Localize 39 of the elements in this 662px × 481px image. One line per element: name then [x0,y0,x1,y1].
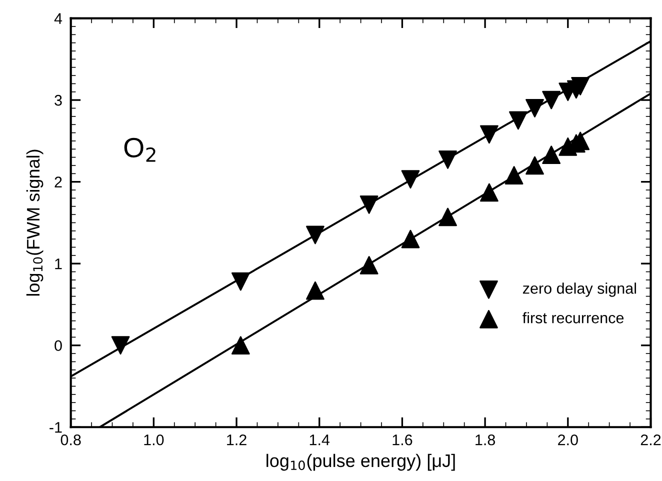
y-tick-label: 4 [54,13,62,24]
legend-label: zero delay signal [522,282,636,297]
x-tick-label: 2.0 [558,434,578,446]
y-tick-label: 2 [54,176,62,188]
point [526,156,544,175]
point [111,336,130,355]
x-tick-label: 1.8 [476,434,496,446]
point [360,196,378,214]
y-tick-label: -1 [50,422,62,433]
point [438,150,457,169]
point [542,146,561,164]
x-tick-label: 2.2 [640,434,661,446]
point [438,208,457,226]
x-axis-title: log$_{10}$(pulse energy) [μJ] [266,454,455,471]
x-tick-label: 1.6 [392,434,412,446]
point [480,183,498,202]
y-tick-label: 0 [54,340,62,352]
point [401,170,420,189]
point [360,256,378,274]
y-axis-title: log$_{10}$(FWM signal) [26,150,44,296]
point [542,90,561,110]
y-tick-label: 1 [55,258,62,270]
point [231,272,250,291]
x-tick-label: 1.4 [310,434,330,446]
point [231,336,250,355]
point [306,226,324,244]
point [508,111,528,130]
point [306,281,324,300]
legend-label: first recurrence [522,312,624,324]
point [504,166,524,184]
point [526,99,544,118]
x-tick-label: 0.8 [60,434,81,446]
point [571,76,590,96]
x-tick-label: 1.2 [227,434,246,446]
annotation: O$_{2}$ [124,138,156,162]
point [401,230,420,248]
x-tick-label: 1.0 [144,434,164,446]
point [480,125,498,144]
y-tick-label: 3 [54,94,62,106]
